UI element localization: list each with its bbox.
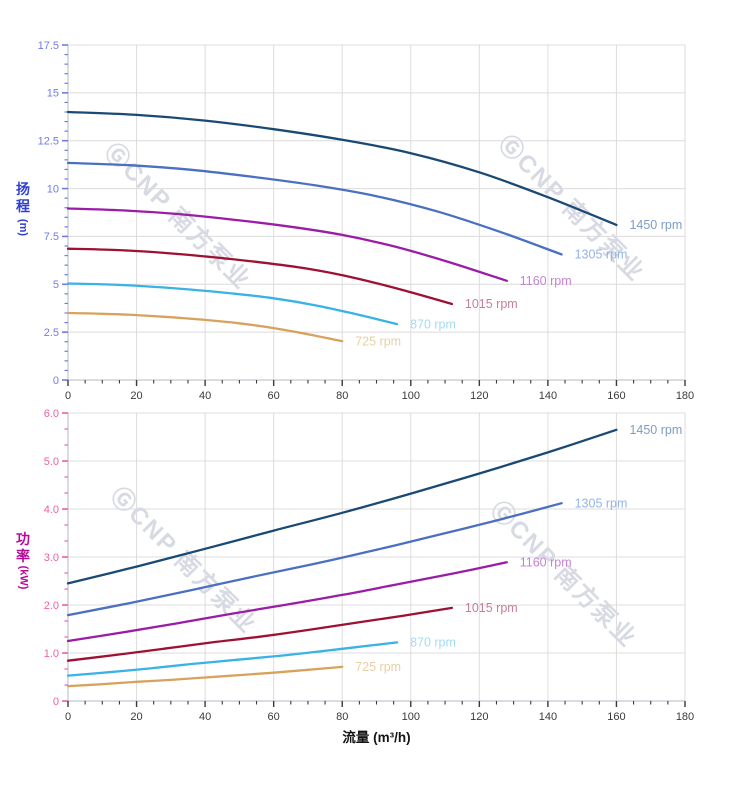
- head-axis-title: 扬程 (m): [12, 181, 34, 237]
- x-tick-label: 140: [539, 711, 557, 723]
- x-tick-label: 0: [65, 711, 71, 723]
- curve-label-1450rpm: 1450 rpm: [629, 423, 682, 437]
- curve-870rpm: [66, 641, 399, 677]
- x-tick-label: 60: [268, 711, 280, 723]
- x-tick-label: 100: [402, 711, 420, 723]
- curve-label-1015rpm: 1015 rpm: [465, 601, 518, 615]
- curve-1305rpm: [66, 502, 563, 617]
- curve-1015rpm: [66, 606, 454, 662]
- y-tick-label: 5: [53, 279, 59, 291]
- curve-1160rpm: [66, 561, 508, 643]
- curve-1160rpm: [66, 207, 508, 282]
- curve-label-725rpm: 725 rpm: [355, 660, 401, 674]
- axis-title-char: 率: [16, 547, 30, 564]
- axis-title-unit: (m): [17, 218, 30, 237]
- curve-label-1160rpm: 1160 rpm: [520, 555, 572, 569]
- y-tick-label: 6.0: [44, 408, 59, 420]
- curve-label-1015rpm: 1015 rpm: [465, 297, 518, 311]
- curve-725rpm: [66, 665, 344, 688]
- x-axis-title: 流量 (m³/h): [342, 729, 410, 745]
- axis-title-char: 扬: [16, 181, 30, 197]
- watermark: ⒼCNP 南方泵业: [105, 482, 263, 640]
- x-tick-label: 40: [199, 390, 211, 402]
- curve-label-1305rpm: 1305 rpm: [575, 248, 628, 262]
- y-tick-label: 0: [53, 696, 59, 708]
- curve-870rpm: [66, 282, 399, 326]
- watermark: ⒼCNP 南方泵业: [99, 138, 257, 296]
- y-tick-label: 15: [47, 88, 59, 100]
- y-tick-label: 3.0: [44, 552, 59, 564]
- y-tick-label: 4.0: [44, 504, 59, 516]
- y-tick-label: 12.5: [38, 136, 59, 148]
- y-tick-label: 1.0: [44, 648, 59, 660]
- curve-label-870rpm: 870 rpm: [410, 636, 456, 650]
- x-tick-label: 40: [199, 711, 211, 723]
- curve-label-1305rpm: 1305 rpm: [575, 496, 628, 510]
- watermark: ⒼCNP 南方泵业: [485, 496, 643, 654]
- curve-label-870rpm: 870 rpm: [410, 317, 456, 331]
- x-tick-label: 120: [470, 390, 488, 402]
- curve-1450rpm: [66, 428, 618, 585]
- y-tick-label: 7.5: [44, 231, 59, 243]
- x-tick-label: 20: [130, 390, 142, 402]
- curve-label-1450rpm: 1450 rpm: [629, 218, 682, 232]
- y-tick-label: 2.5: [44, 327, 59, 339]
- y-tick-label: 5.0: [44, 456, 59, 468]
- x-tick-label: 100: [402, 390, 420, 402]
- curve-1450rpm: [66, 110, 618, 227]
- y-tick-label: 2.0: [44, 600, 59, 612]
- axis-title-char: 功: [16, 531, 30, 547]
- x-tick-label: 0: [65, 390, 71, 402]
- x-tick-label: 80: [336, 390, 348, 402]
- x-tick-label: 180: [676, 711, 694, 723]
- x-tick-label: 20: [130, 711, 142, 723]
- curve-label-725rpm: 725 rpm: [355, 334, 401, 348]
- y-tick-label: 10: [47, 183, 59, 195]
- x-tick-label: 80: [336, 711, 348, 723]
- x-tick-label: 160: [607, 711, 625, 723]
- axis-title-char: 程: [16, 197, 30, 214]
- power-axis-title: 功率 (kW): [12, 531, 34, 589]
- watermark: ⒼCNP 南方泵业: [493, 130, 651, 288]
- y-tick-label: 17.5: [38, 40, 59, 52]
- curve-1305rpm: [66, 161, 563, 256]
- curve-1015rpm: [66, 247, 454, 306]
- curve-label-1160rpm: 1160 rpm: [520, 274, 572, 288]
- x-tick-label: 140: [539, 390, 557, 402]
- curve-725rpm: [66, 311, 344, 343]
- x-tick-label: 120: [470, 711, 488, 723]
- x-tick-label: 180: [676, 390, 694, 402]
- x-tick-label: 60: [268, 390, 280, 402]
- x-tick-label: 160: [607, 390, 625, 402]
- axis-title-unit: (kW): [17, 565, 30, 590]
- y-tick-label: 0: [53, 375, 59, 387]
